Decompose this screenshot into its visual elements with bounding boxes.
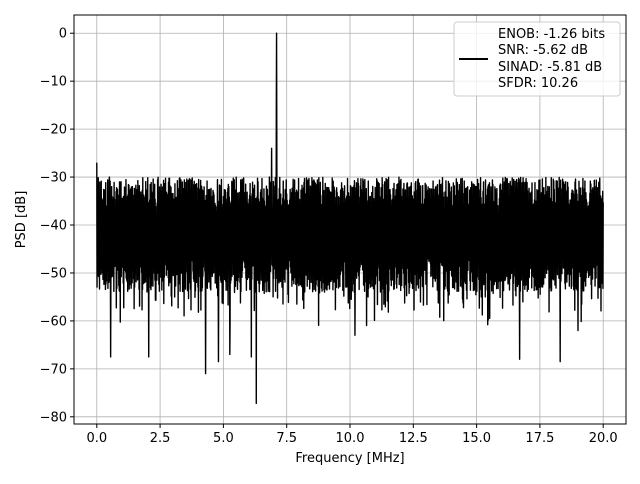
x-axis-ticks: 0.0 2.5 5.0 7.5 10.0 12.5 15.0 17.5 20.0 xyxy=(86,424,618,446)
y-tick-label: −80 xyxy=(40,410,67,425)
y-tick-label: −60 xyxy=(40,314,67,329)
legend-entry-snr: SNR: -5.62 dB xyxy=(498,43,588,58)
x-tick-label: 7.5 xyxy=(276,431,297,446)
x-axis-label: Frequency [MHz] xyxy=(295,451,404,466)
y-tick-label: −50 xyxy=(40,266,67,281)
x-tick-label: 10.0 xyxy=(336,431,365,446)
legend-entry-sfdr: SFDR: 10.26 xyxy=(498,76,578,91)
x-tick-label: 20.0 xyxy=(589,431,618,446)
x-tick-label: 17.5 xyxy=(525,431,554,446)
psd-series-line xyxy=(96,32,604,405)
x-tick-label: 12.5 xyxy=(399,431,428,446)
y-tick-label: −40 xyxy=(40,219,67,234)
y-tick-label: −10 xyxy=(40,75,67,90)
legend: ENOB: -1.26 bits SNR: -5.62 dB SINAD: -5… xyxy=(453,21,621,97)
y-axis-label: PSD [dB] xyxy=(14,191,29,249)
legend-entry-sinad: SINAD: -5.81 dB xyxy=(498,60,602,75)
y-tick-label: −30 xyxy=(40,171,67,186)
plot-area xyxy=(96,32,604,405)
x-tick-label: 2.5 xyxy=(150,431,171,446)
legend-entry-enob: ENOB: -1.26 bits xyxy=(498,27,605,42)
y-tick-label: −20 xyxy=(40,123,67,138)
y-tick-label: 0 xyxy=(59,27,67,42)
x-tick-label: 15.0 xyxy=(462,431,491,446)
y-tick-label: −70 xyxy=(40,362,67,377)
legend-box xyxy=(453,21,621,97)
y-axis-ticks: 0 −10 −20 −30 −40 −50 −60 −70 −80 xyxy=(40,27,74,425)
x-tick-label: 5.0 xyxy=(213,431,234,446)
x-tick-label: 0.0 xyxy=(86,431,107,446)
